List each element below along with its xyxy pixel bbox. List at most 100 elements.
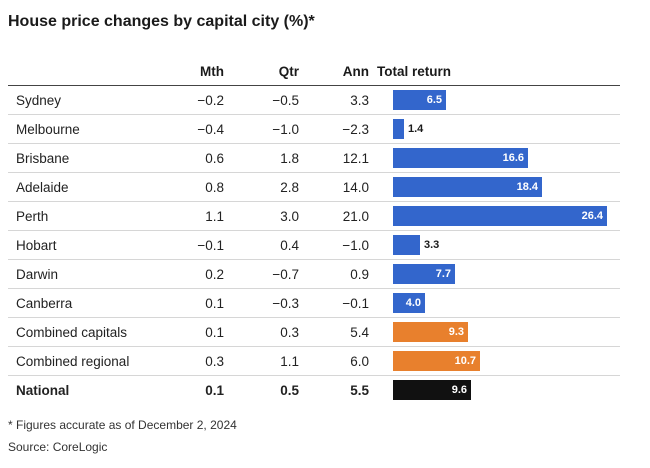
bar-value-label: 4.0 [405, 297, 421, 309]
table-row: Darwin 0.2 −0.7 0.9 7.7 [8, 259, 620, 289]
cell-qtr: 3.0 [224, 201, 299, 231]
cell-ann: 21.0 [299, 201, 369, 231]
cell-qtr: 0.3 [224, 317, 299, 347]
total-return-bar [393, 119, 404, 139]
total-return-bar: 6.5 [393, 90, 446, 110]
bar-wrap: 6.5 [393, 90, 620, 110]
cell-total-return: 10.7 [369, 346, 620, 376]
bar-value-label: 7.7 [435, 268, 451, 280]
cell-total-return: 3.3 [369, 230, 620, 260]
cell-mth: 0.1 [148, 317, 224, 347]
bar-wrap: 10.7 [393, 351, 620, 371]
cell-ann: 5.5 [299, 375, 369, 404]
bar-value-label: 9.3 [448, 326, 464, 338]
cell-mth: 0.1 [148, 288, 224, 318]
cell-qtr: −0.7 [224, 259, 299, 289]
row-name: Adelaide [8, 172, 148, 202]
cell-ann: −1.0 [299, 230, 369, 260]
cell-mth: 1.1 [148, 201, 224, 231]
table-row: Adelaide 0.8 2.8 14.0 18.4 [8, 172, 620, 202]
total-return-bar: 9.6 [393, 380, 471, 400]
bar-value-label: 18.4 [516, 181, 538, 193]
cell-total-return: 7.7 [369, 259, 620, 289]
cell-ann: −0.1 [299, 288, 369, 318]
table-row: Melbourne −0.4 −1.0 −2.3 1.4 [8, 114, 620, 144]
header-total-return: Total return [369, 57, 620, 86]
row-name: Perth [8, 201, 148, 231]
cell-qtr: 0.5 [224, 375, 299, 404]
row-name: Combined capitals [8, 317, 148, 347]
bar-wrap: 16.6 [393, 148, 620, 168]
chart-title: House price changes by capital city (%)* [8, 13, 315, 30]
row-name: Canberra [8, 288, 148, 318]
total-return-bar: 9.3 [393, 322, 468, 342]
cell-qtr: −0.3 [224, 288, 299, 318]
bar-value-label: 10.7 [454, 355, 476, 367]
row-name: Combined regional [8, 346, 148, 376]
bar-value-label: 16.6 [502, 152, 524, 164]
cell-qtr: 0.4 [224, 230, 299, 260]
cell-total-return: 16.6 [369, 143, 620, 173]
cell-mth: −0.4 [148, 114, 224, 144]
bar-value-label: 9.6 [451, 384, 467, 396]
table-row: Combined regional 0.3 1.1 6.0 10.7 [8, 346, 620, 376]
cell-total-return: 9.3 [369, 317, 620, 347]
bar-value-label: 1.4 [408, 123, 424, 135]
bar-wrap: 7.7 [393, 264, 620, 284]
table-row: Sydney −0.2 −0.5 3.3 6.5 [8, 85, 620, 115]
bar-value-label: 3.3 [424, 239, 440, 251]
cell-ann: 3.3 [299, 85, 369, 115]
bar-value-label: 26.4 [581, 210, 603, 222]
total-return-bar: 26.4 [393, 206, 607, 226]
table-row: Hobart −0.1 0.4 −1.0 3.3 [8, 230, 620, 260]
price-table: Mth Qtr Ann Total return Sydney −0.2 −0.5 3… [8, 57, 620, 404]
header-qtr: Qtr [224, 57, 299, 86]
row-name: Melbourne [8, 114, 148, 144]
table-row: Combined capitals 0.1 0.3 5.4 9.3 [8, 317, 620, 347]
cell-total-return: 4.0 [369, 288, 620, 318]
bar-wrap: 4.0 [393, 293, 620, 313]
cell-ann: 6.0 [299, 346, 369, 376]
table-row: National 0.1 0.5 5.5 9.6 [8, 375, 620, 404]
cell-qtr: 2.8 [224, 172, 299, 202]
cell-mth: 0.6 [148, 143, 224, 173]
cell-mth: 0.8 [148, 172, 224, 202]
cell-total-return: 6.5 [369, 85, 620, 115]
total-return-bar: 18.4 [393, 177, 542, 197]
row-name: Hobart [8, 230, 148, 260]
cell-ann: 12.1 [299, 143, 369, 173]
total-return-bar [393, 235, 420, 255]
bar-wrap: 3.3 [393, 235, 620, 255]
header-mth: Mth [148, 57, 224, 86]
bar-wrap: 9.6 [393, 380, 620, 400]
row-name: Darwin [8, 259, 148, 289]
table-row: Perth 1.1 3.0 21.0 26.4 [8, 201, 620, 231]
cell-qtr: 1.1 [224, 346, 299, 376]
bar-value-label: 6.5 [426, 94, 442, 106]
row-name: Brisbane [8, 143, 148, 173]
footnote: * Figures accurate as of December 2, 202… [8, 418, 237, 432]
cell-ann: 14.0 [299, 172, 369, 202]
bar-wrap: 18.4 [393, 177, 620, 197]
bar-wrap: 9.3 [393, 322, 620, 342]
cell-total-return: 9.6 [369, 375, 620, 404]
cell-ann: −2.3 [299, 114, 369, 144]
source-note: Source: CoreLogic [8, 440, 108, 454]
table-row: Canberra 0.1 −0.3 −0.1 4.0 [8, 288, 620, 318]
cell-ann: 0.9 [299, 259, 369, 289]
table-row: Brisbane 0.6 1.8 12.1 16.6 [8, 143, 620, 173]
total-return-bar: 4.0 [393, 293, 425, 313]
table-header-row: Mth Qtr Ann Total return [8, 57, 620, 86]
cell-ann: 5.4 [299, 317, 369, 347]
cell-mth: 0.3 [148, 346, 224, 376]
header-city [8, 57, 148, 86]
header-ann: Ann [299, 57, 369, 86]
row-name: National [8, 375, 148, 404]
cell-qtr: −1.0 [224, 114, 299, 144]
total-return-bar: 10.7 [393, 351, 480, 371]
cell-mth: −0.2 [148, 85, 224, 115]
cell-mth: 0.2 [148, 259, 224, 289]
cell-total-return: 26.4 [369, 201, 620, 231]
cell-qtr: 1.8 [224, 143, 299, 173]
cell-qtr: −0.5 [224, 85, 299, 115]
